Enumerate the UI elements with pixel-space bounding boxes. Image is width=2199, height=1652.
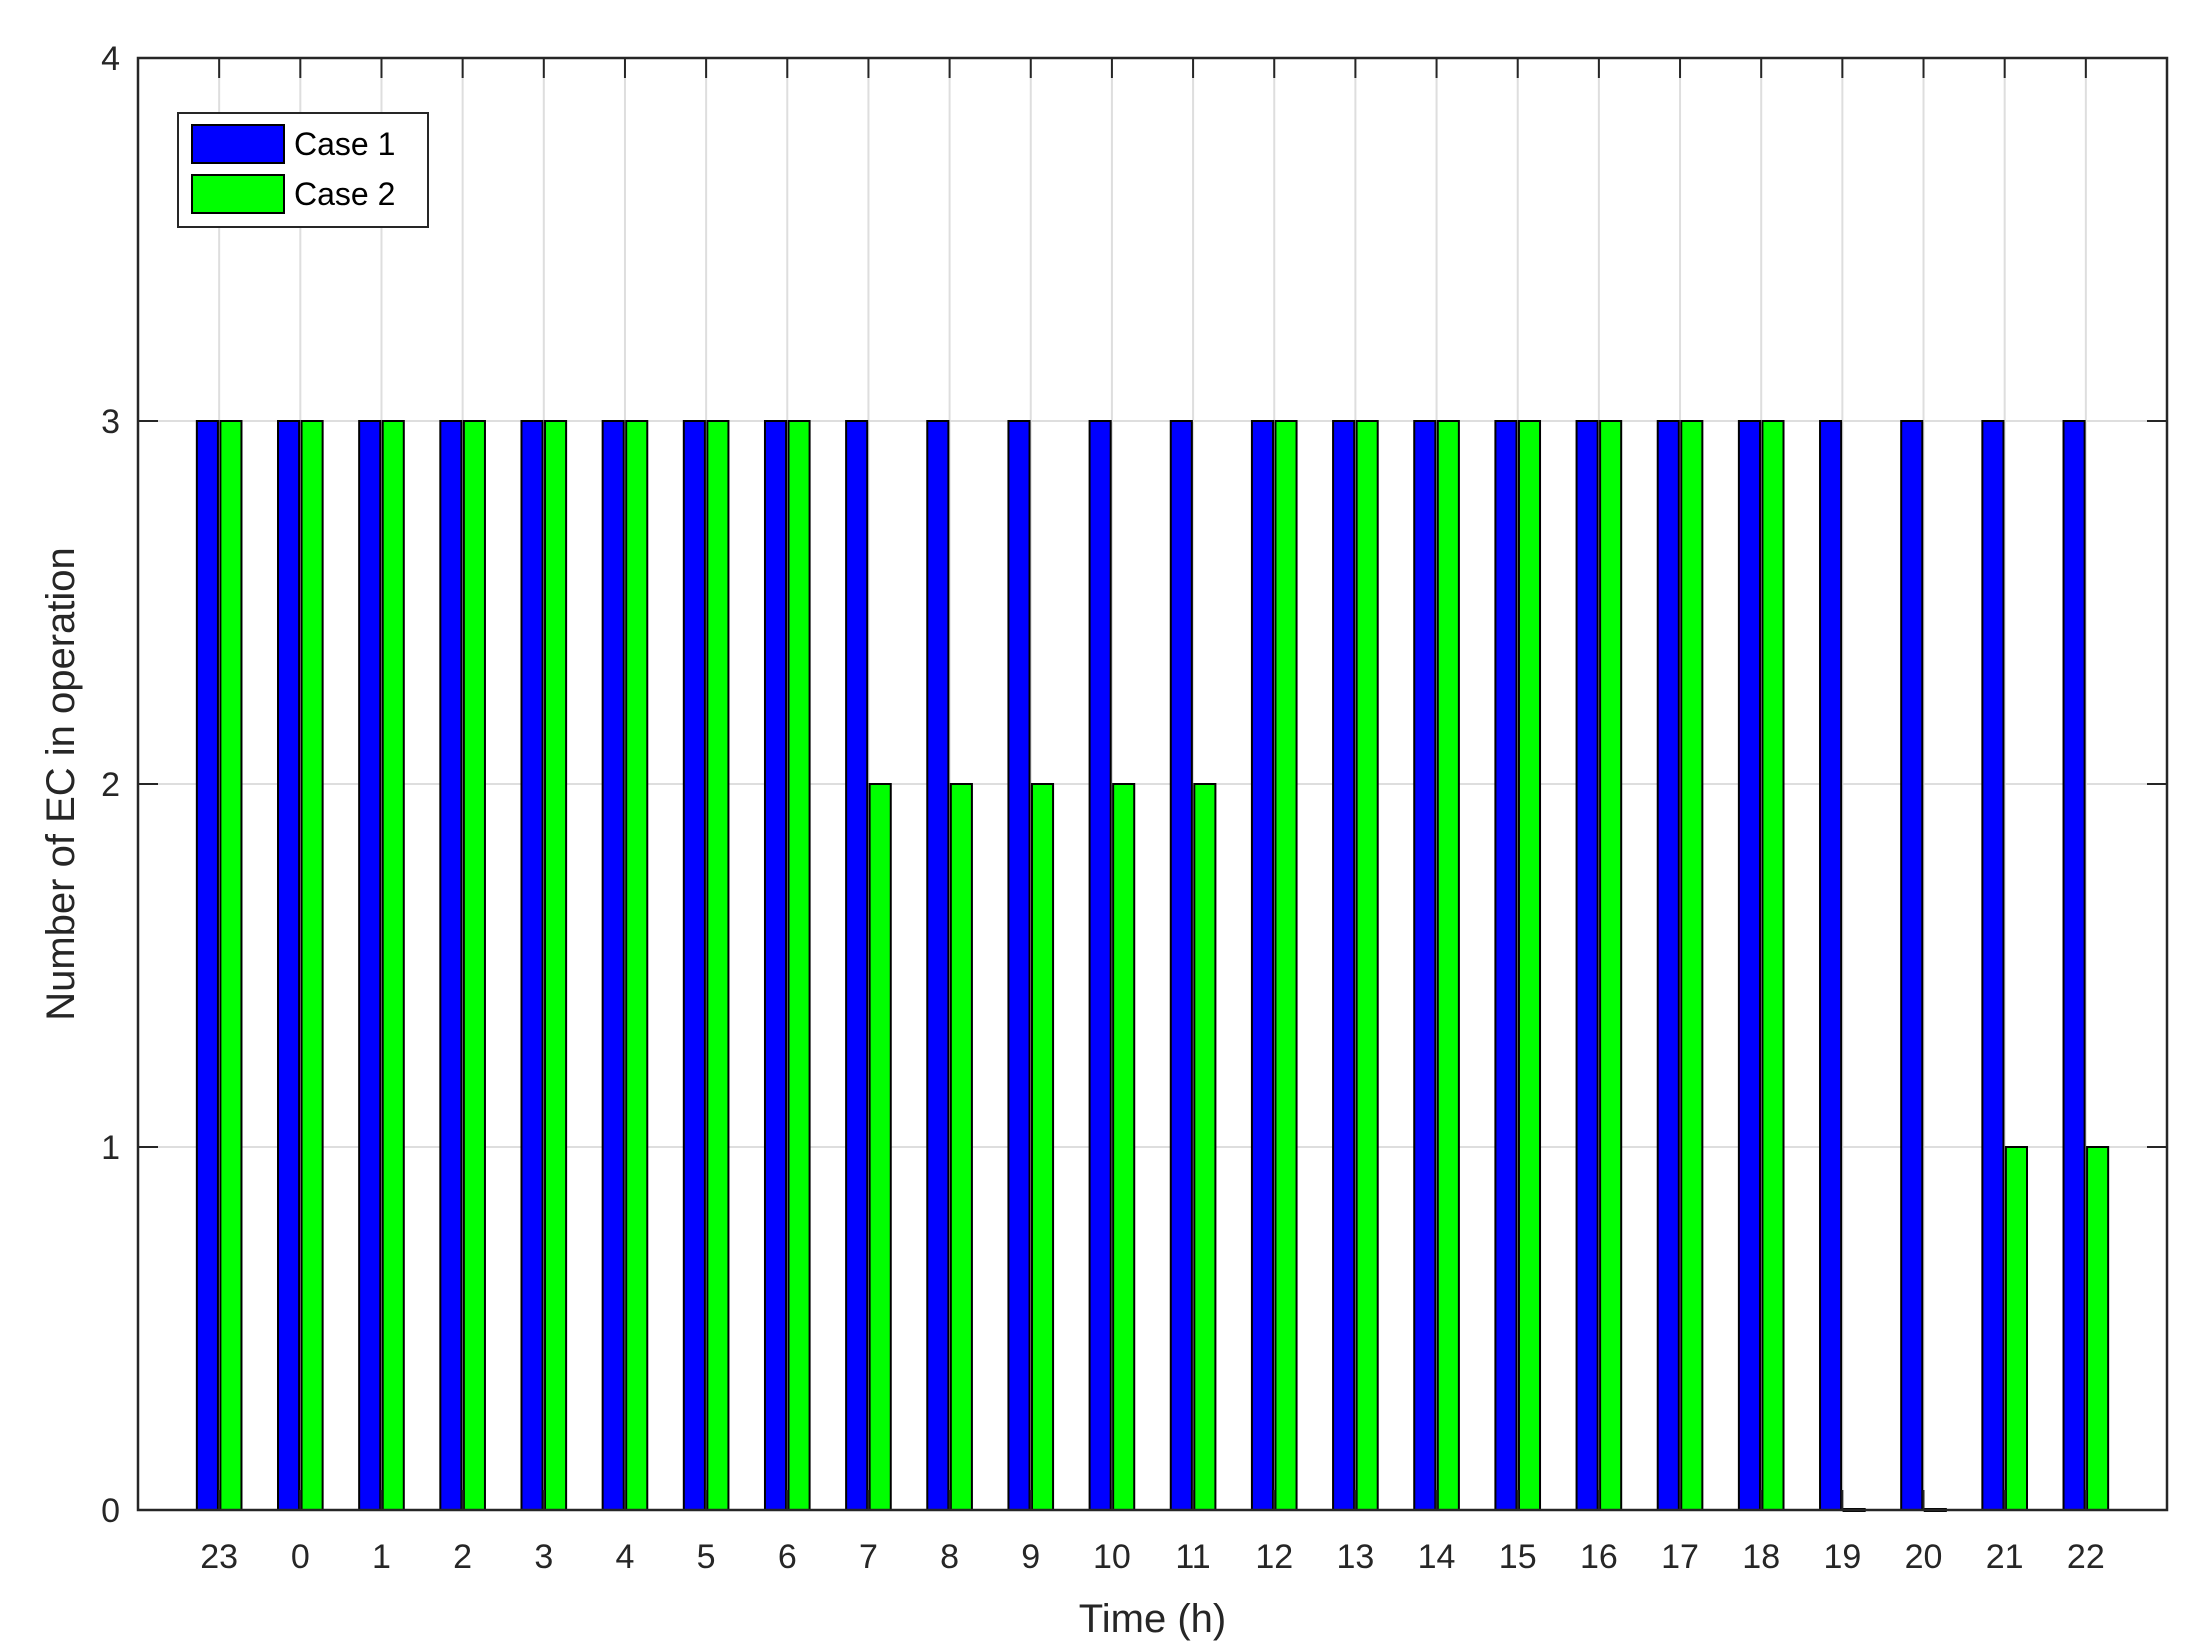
x-tick-label: 23 (200, 1538, 238, 1576)
bar-case-2 (625, 420, 649, 1511)
bar-case-2 (1193, 783, 1217, 1511)
x-tick-label: 18 (1742, 1538, 1780, 1576)
bar-case-1 (763, 420, 788, 1511)
bar-case-2 (1599, 420, 1623, 1511)
bar-case-2 (544, 420, 568, 1511)
x-tick-label: 21 (1986, 1538, 2024, 1576)
bar-case-2 (1517, 420, 1542, 1511)
bar-case-1 (1656, 420, 1680, 1511)
y-tick-labels: 0 1 2 3 4 (101, 40, 120, 1530)
bar-case-1 (1494, 420, 1518, 1511)
bar-case-2 (1112, 783, 1136, 1511)
x-tick-label: 19 (1823, 1538, 1861, 1576)
x-tick-label: 3 (534, 1538, 553, 1576)
x-tick-labels: 23 0 1 2 3 4 5 6 7 8 9 10 11 12 13 14 15 16 17 18 19 20 21 22 (200, 1538, 2105, 1576)
bar-case-1 (845, 420, 869, 1511)
bar-case-2 (300, 420, 324, 1511)
y-tick-label: 2 (101, 766, 120, 804)
bar-case-2 (868, 783, 892, 1511)
bar-case-1 (1088, 420, 1112, 1511)
x-tick-label: 2 (453, 1538, 472, 1576)
x-tick-label: 0 (291, 1538, 310, 1576)
bar-case-2 (1436, 420, 1460, 1511)
legend-swatch (191, 174, 285, 214)
bar-case-1 (1819, 420, 1843, 1511)
bar-case-1 (195, 420, 219, 1511)
x-tick-label: 12 (1255, 1538, 1293, 1576)
bar-case-2 (706, 420, 730, 1511)
legend-entry-label: Case 1 (294, 126, 395, 162)
x-tick-label: 9 (1021, 1538, 1040, 1576)
x-tick-label: 6 (778, 1538, 797, 1576)
y-axis-label: Number of EC in operation (39, 547, 83, 1021)
bar-case-2 (1030, 783, 1055, 1511)
x-tick-label: 10 (1093, 1538, 1131, 1576)
bar-case-1 (1900, 420, 1924, 1511)
bar-case-1 (1250, 420, 1275, 1511)
bar-case-1 (1169, 420, 1193, 1511)
bar-case-2 (2086, 1146, 2110, 1511)
x-axis-label: Time (h) (1079, 1597, 1226, 1641)
bar-case-2 (949, 783, 973, 1511)
bar-case-1 (1737, 420, 1761, 1511)
bar-case-2 (219, 420, 243, 1511)
bar-case-2 (1761, 420, 1785, 1511)
x-tick-label: 5 (697, 1538, 716, 1576)
bar-case-1 (1981, 420, 2005, 1511)
bar-case-1 (1413, 420, 1437, 1511)
bar-case-1 (2062, 420, 2086, 1511)
bar-case-2 (381, 420, 405, 1511)
bar-case-1 (601, 420, 625, 1511)
bar-case-2 (787, 420, 811, 1511)
x-tick-label: 15 (1499, 1538, 1537, 1576)
bar-case-2 (1274, 420, 1298, 1511)
bar-case-1 (358, 420, 382, 1511)
bar-case-1 (926, 420, 950, 1511)
x-tick-label: 11 (1175, 1538, 1210, 1576)
bar-case-1 (1332, 420, 1356, 1511)
legend: Case 1 Case 2 (177, 112, 429, 228)
bar-case-1 (1575, 420, 1599, 1511)
bar-case-1 (1007, 420, 1031, 1511)
x-tick-label: 8 (940, 1538, 959, 1576)
x-tick-label: 22 (2067, 1538, 2105, 1576)
legend-entry-label: Case 2 (294, 176, 395, 212)
bar-case-2 (1355, 420, 1379, 1511)
x-tick-label: 1 (372, 1538, 391, 1576)
x-tick-label: 17 (1661, 1538, 1699, 1576)
bar-case-2 (1680, 420, 1704, 1511)
x-tick-label: 13 (1336, 1538, 1374, 1576)
axis-ticks (138, 57, 2167, 1511)
y-tick-label: 4 (101, 40, 120, 78)
x-tick-label: 14 (1418, 1538, 1456, 1576)
bar-case-2 (2004, 1146, 2028, 1511)
bar-case-2 (462, 420, 486, 1511)
x-tick-label: 7 (859, 1538, 878, 1576)
x-tick-label: 16 (1580, 1538, 1618, 1576)
bar-case-1 (682, 420, 706, 1511)
y-tick-label: 1 (101, 1129, 120, 1167)
bar-case-1 (439, 420, 463, 1511)
bar-case-1 (277, 420, 301, 1511)
x-tick-label: 20 (1905, 1538, 1943, 1576)
bar-case-1 (520, 420, 544, 1511)
x-tick-label: 4 (615, 1538, 634, 1576)
y-tick-label: 0 (101, 1492, 120, 1530)
legend-swatch (191, 124, 285, 164)
y-tick-label: 3 (101, 403, 120, 441)
